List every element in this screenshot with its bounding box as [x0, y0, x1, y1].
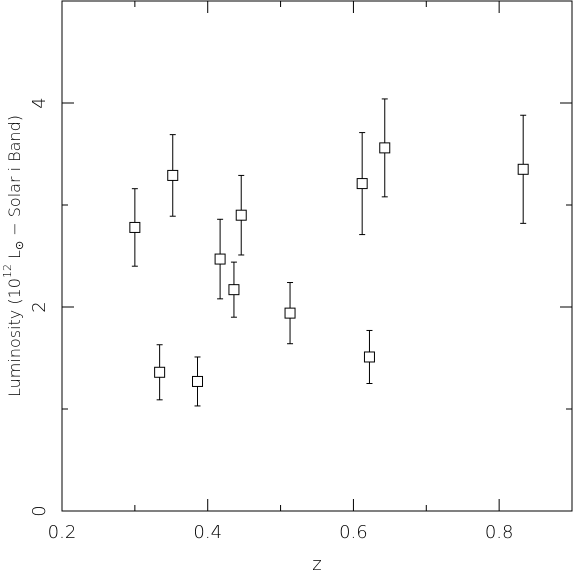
y-label-part: L — [5, 250, 24, 264]
x-tick-label: 0.6 — [339, 522, 368, 543]
y-label-part: ⊙ — [13, 241, 26, 250]
data-point — [167, 169, 179, 181]
x-axis-label: z — [312, 554, 321, 573]
x-tick-label: 0.2 — [48, 522, 77, 543]
y-label-part: − Solar i Band) — [5, 115, 24, 241]
data-point — [235, 209, 247, 221]
data-point — [284, 307, 296, 319]
y-label-part: 12 — [1, 264, 14, 278]
y-tick-label: 2 — [29, 301, 50, 312]
data-point — [214, 253, 226, 265]
data-point — [356, 178, 368, 190]
y-label-part: Luminosity (10 — [5, 278, 24, 397]
x-tick-label: 0.8 — [485, 522, 514, 543]
data-point — [379, 142, 391, 154]
data-point — [363, 351, 375, 363]
y-tick-label: 4 — [29, 97, 50, 108]
y-axis-label: Luminosity (1012 L⊙ − Solar i Band) — [1, 115, 26, 397]
plot-frame — [61, 0, 573, 512]
data-point — [192, 375, 204, 387]
data-point — [517, 163, 529, 175]
y-tick-label: 0 — [29, 505, 50, 516]
data-point — [228, 284, 240, 296]
data-point — [154, 366, 166, 378]
x-tick-label: 0.4 — [193, 522, 222, 543]
data-point — [129, 221, 141, 233]
